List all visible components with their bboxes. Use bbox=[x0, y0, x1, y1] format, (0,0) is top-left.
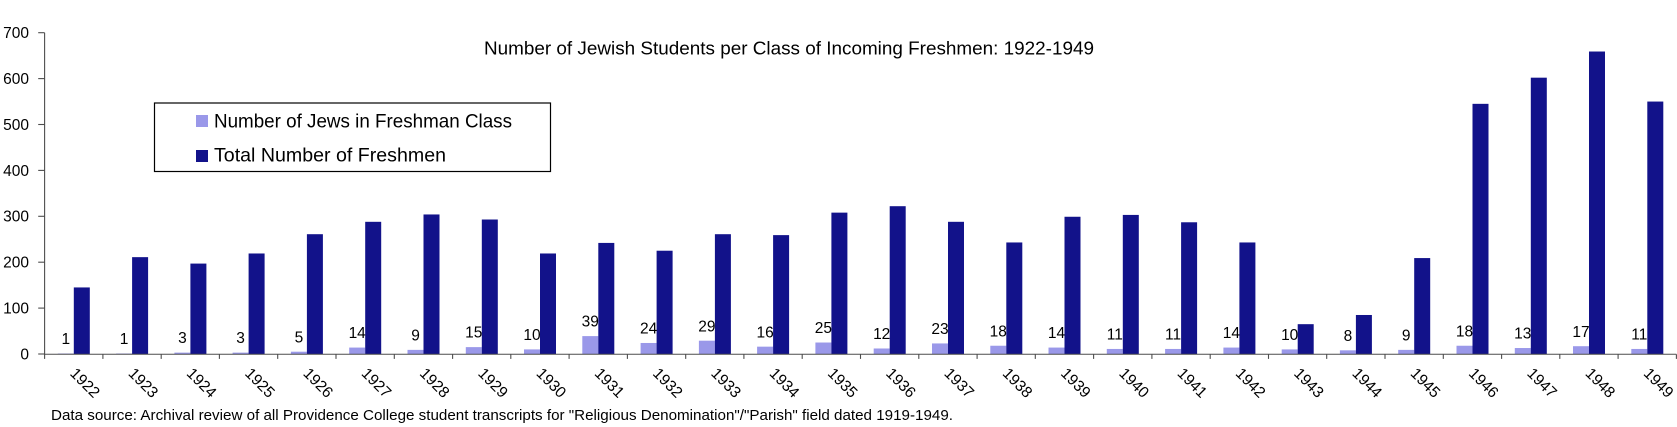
svg-text:Number of Jewish Students per: Number of Jewish Students per Class of I… bbox=[484, 38, 1094, 59]
svg-text:3: 3 bbox=[178, 330, 187, 347]
svg-text:15: 15 bbox=[465, 325, 482, 342]
svg-text:9: 9 bbox=[1402, 328, 1411, 345]
svg-text:10: 10 bbox=[1281, 327, 1299, 344]
svg-text:Data source: Archival review o: Data source: Archival review of all Prov… bbox=[51, 407, 953, 424]
svg-text:18: 18 bbox=[1456, 323, 1473, 340]
svg-text:39: 39 bbox=[582, 314, 599, 331]
svg-text:Total Number of Freshmen: Total Number of Freshmen bbox=[214, 145, 446, 167]
svg-text:200: 200 bbox=[3, 255, 29, 272]
svg-text:25: 25 bbox=[815, 320, 832, 337]
svg-text:11: 11 bbox=[1107, 327, 1123, 344]
svg-text:300: 300 bbox=[3, 209, 29, 226]
svg-text:12: 12 bbox=[873, 326, 890, 343]
svg-text:14: 14 bbox=[349, 325, 367, 342]
svg-text:17: 17 bbox=[1572, 324, 1589, 341]
svg-text:13: 13 bbox=[1514, 326, 1531, 343]
svg-text:23: 23 bbox=[931, 321, 948, 338]
svg-text:100: 100 bbox=[3, 301, 29, 318]
svg-text:600: 600 bbox=[3, 71, 29, 88]
svg-text:18: 18 bbox=[990, 323, 1007, 340]
svg-text:1: 1 bbox=[61, 331, 70, 348]
svg-text:29: 29 bbox=[698, 318, 715, 335]
svg-text:8: 8 bbox=[1344, 328, 1353, 345]
svg-text:14: 14 bbox=[1048, 325, 1066, 342]
svg-text:1: 1 bbox=[120, 331, 129, 348]
svg-text:11: 11 bbox=[1165, 327, 1181, 344]
svg-text:14: 14 bbox=[1223, 325, 1241, 342]
svg-text:500: 500 bbox=[3, 117, 29, 134]
svg-text:Number of Jews in Freshman Cla: Number of Jews in Freshman Class bbox=[214, 111, 512, 133]
svg-text:700: 700 bbox=[3, 25, 29, 42]
svg-text:5: 5 bbox=[295, 329, 304, 346]
svg-text:0: 0 bbox=[20, 346, 29, 363]
svg-text:16: 16 bbox=[756, 324, 773, 341]
svg-text:24: 24 bbox=[640, 321, 658, 338]
svg-text:9: 9 bbox=[411, 328, 420, 345]
svg-text:3: 3 bbox=[236, 330, 245, 347]
svg-text:400: 400 bbox=[3, 163, 29, 180]
svg-text:11: 11 bbox=[1631, 327, 1647, 344]
svg-text:10: 10 bbox=[523, 327, 541, 344]
